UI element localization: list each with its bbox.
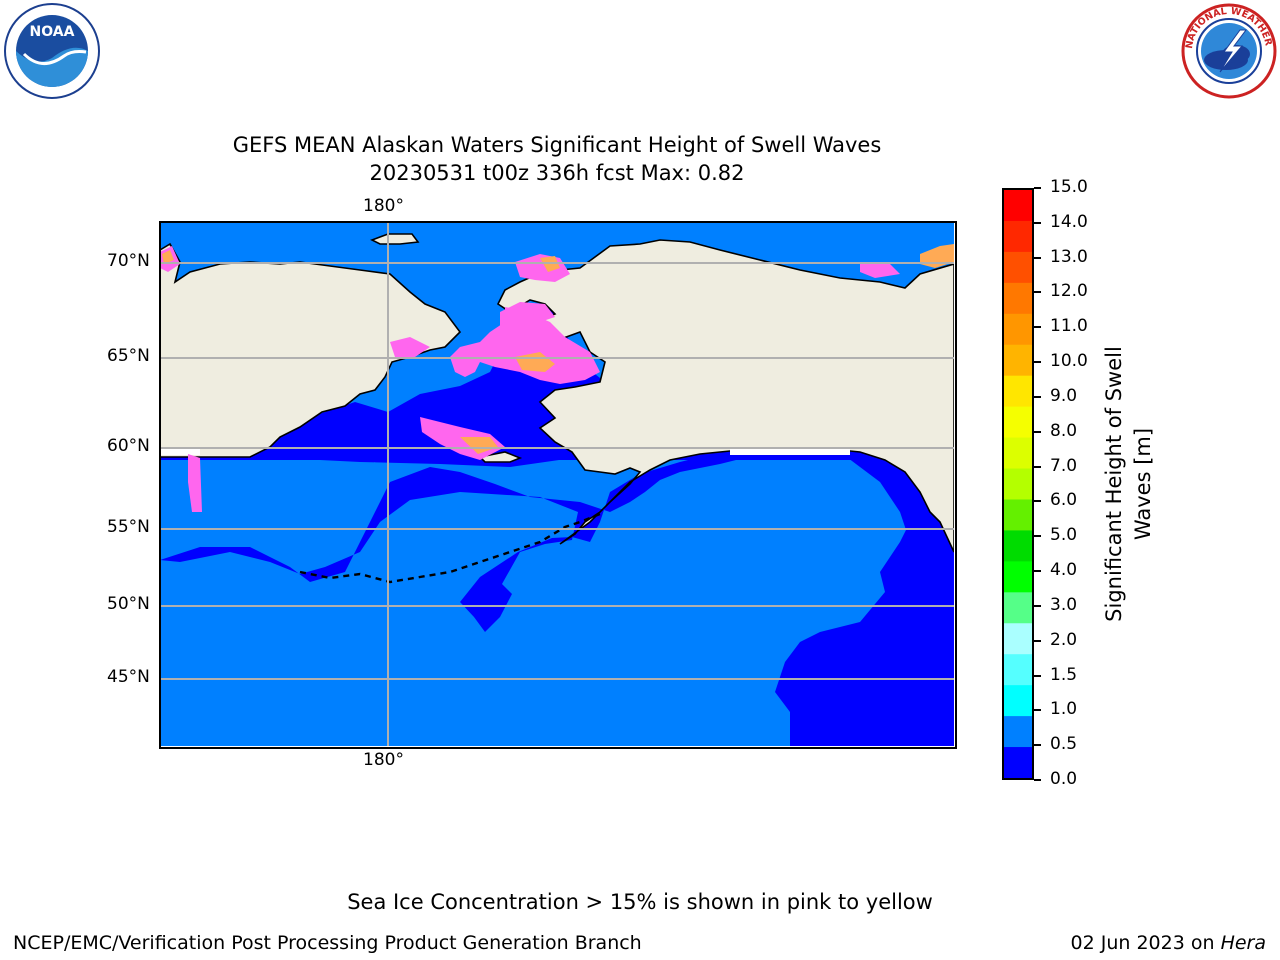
colorbar-band (1004, 220, 1032, 253)
colorbar-band (1004, 190, 1032, 222)
colorbar-tick (1034, 221, 1041, 224)
colorbar-tick (1034, 291, 1041, 294)
lat-label-50: 50°N (107, 594, 150, 614)
colorbar-ticks: 15.0 14.0 13.0 12.0 11.0 10.0 9.0 8.0 7.0 6.0 5.0 4… (1034, 177, 1114, 789)
colorbar-band (1004, 561, 1032, 593)
colorbar-tick (1034, 779, 1041, 781)
colorbar-tick-label: 10.0 (1050, 351, 1088, 372)
chart-title-line1: GEFS MEAN Alaskan Waters Significant Hei… (232, 133, 882, 157)
missing-data-strip-west (160, 447, 200, 455)
colorbar-band (1004, 499, 1032, 532)
land-group (160, 233, 954, 553)
colorbar-band (1004, 623, 1032, 655)
colorbar-title-line1: Significant Height of Swell (1102, 346, 1126, 622)
sea-ice-norton (450, 307, 600, 384)
colorbar-band (1004, 468, 1032, 501)
colorbar-tick (1034, 535, 1041, 538)
missing-data-strip-east (730, 447, 850, 455)
ocean-low-east (775, 460, 954, 746)
colorbar-tick-label: 12.0 (1050, 281, 1088, 302)
colorbar (1002, 188, 1034, 780)
sea-ice-group (160, 244, 954, 512)
noaa-logo: NOAA (2, 2, 102, 100)
colorbar-tick (1034, 430, 1041, 433)
sea-ice-west-coast-orange (162, 250, 174, 264)
sea-ice-note: Sea Ice Concentration > 15% is shown in … (347, 890, 933, 914)
colorbar-tick-label: 13.0 (1050, 246, 1088, 267)
lat-label-55: 55°N (107, 517, 150, 537)
colorbar-band (1004, 313, 1032, 346)
colorbar-tick (1034, 326, 1041, 329)
colorbar-title: Significant Height of Swell Waves [m] (1100, 334, 1158, 634)
land-st-lawrence (478, 451, 523, 463)
colorbar-band (1004, 375, 1032, 408)
sea-ice-anadyr (390, 337, 430, 357)
colorbar-band (1004, 654, 1032, 686)
lon-label-top: 180° (363, 196, 404, 216)
colorbar-tick (1034, 395, 1041, 398)
nws-logo: NATIONAL WEATHER SERVICE (1176, 0, 1278, 100)
sea-ice-west-bering (188, 454, 202, 512)
colorbar-band (1004, 685, 1032, 717)
colorbar-tick-label: 0.5 (1050, 734, 1078, 755)
colorbar-tick-label: 3.0 (1050, 594, 1078, 615)
sea-ice-bering-south-orange (460, 437, 498, 454)
aleutian-chain (299, 512, 601, 584)
colorbar-tick-label: 4.0 (1050, 560, 1078, 581)
colorbar-tick-label: 1.5 (1050, 664, 1078, 685)
noaa-logo-text: NOAA (30, 24, 75, 40)
colorbar-svg (1004, 190, 1032, 778)
colorbar-band (1004, 437, 1032, 470)
lat-label-70: 70°N (107, 251, 150, 271)
colorbar-tick (1034, 674, 1041, 677)
colorbar-title-line2: Waves [m] (1131, 427, 1155, 541)
machine-name: Hera (1220, 932, 1266, 954)
colorbar-tick-label: 2.0 (1050, 629, 1078, 650)
colorbar-tick (1034, 604, 1041, 607)
colorbar-tick-label: 6.0 (1050, 490, 1078, 511)
sea-ice-arctic-east (860, 262, 900, 278)
colorbar-tick (1034, 500, 1041, 503)
map-svg (160, 222, 954, 746)
colorbar-tick (1034, 187, 1041, 189)
colorbar-tick (1034, 465, 1041, 468)
date-stamp: 02 Jun 2023 on Hera (1071, 932, 1266, 954)
colorbar-band (1004, 406, 1032, 439)
colorbar-tick-label: 5.0 (1050, 525, 1078, 546)
colorbar-band (1004, 716, 1032, 748)
colorbar-band (1004, 251, 1032, 284)
graticule (160, 222, 954, 746)
colorbar-tick (1034, 709, 1041, 712)
colorbar-tick-label: 9.0 (1050, 385, 1078, 406)
colorbar-tick (1034, 361, 1041, 364)
lat-label-45: 45°N (107, 667, 150, 687)
colorbar-tick-label: 7.0 (1050, 455, 1078, 476)
date-text: 02 Jun 2023 on (1070, 932, 1221, 954)
colorbar-tick-label: 0.0 (1050, 769, 1078, 789)
ocean-mid-patch-west (260, 462, 382, 562)
colorbar-band (1004, 282, 1032, 315)
colorbar-tick-label: 8.0 (1050, 420, 1078, 441)
colorbar-band (1004, 592, 1032, 624)
colorbar-tick-label: 1.0 (1050, 699, 1078, 720)
colorbar-tick-label: 15.0 (1050, 177, 1088, 197)
colorbar-tick (1034, 256, 1041, 259)
colorbar-tick-label: 11.0 (1050, 316, 1088, 337)
colorbar-tick-label: 14.0 (1050, 211, 1088, 232)
map-panel (160, 222, 954, 746)
colorbar-tick (1034, 744, 1041, 747)
colorbar-band (1004, 747, 1032, 778)
colorbar-tick (1034, 570, 1041, 573)
lon-label-bottom: 180° (363, 750, 404, 770)
colorbar-tick (1034, 639, 1041, 642)
credit-text: NCEP/EMC/Verification Post Processing Pr… (13, 932, 642, 954)
colorbar-band (1004, 530, 1032, 562)
lat-label-65: 65°N (107, 346, 150, 366)
lat-label-60: 60°N (107, 436, 150, 456)
colorbar-band (1004, 344, 1032, 377)
chart-title-line2: 20230531 t00z 336h fcst Max: 0.82 (369, 161, 745, 185)
